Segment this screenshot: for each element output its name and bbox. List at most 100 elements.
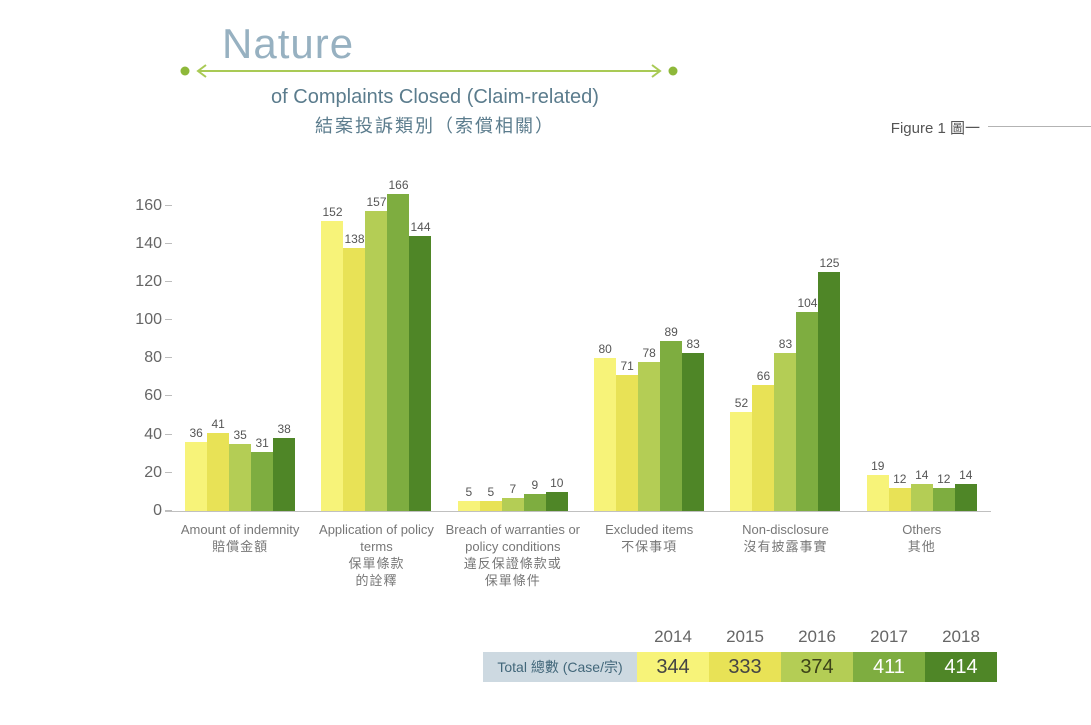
total-year-2015: 2015: [726, 627, 764, 646]
bar-value-label: 5: [465, 485, 473, 499]
figure-rule: [988, 126, 1091, 127]
bar-2016: [774, 353, 797, 511]
bar-column: 83: [774, 337, 797, 511]
category-label-en: Amount of indemnity: [180, 522, 300, 537]
y-tick-label: 40: [144, 425, 162, 443]
bar-value-label: 31: [255, 436, 269, 450]
bar-2018: [682, 353, 705, 511]
bar-value-label: 12: [937, 472, 951, 486]
bar-value-label: 71: [620, 359, 634, 373]
bar-2018: [545, 492, 568, 511]
bar-column: 12: [888, 472, 911, 511]
category-label: Excluded items 不保事項: [578, 521, 720, 555]
bar-value-label: 83: [778, 337, 793, 351]
bar-2016: [910, 484, 933, 511]
bar-2017: [251, 452, 274, 511]
bar-value-label: 125: [819, 256, 840, 270]
category-label: Non-disclosure 沒有披露事實: [714, 521, 856, 555]
total-cell-2015: 333: [709, 652, 781, 682]
bar-column: 104: [796, 296, 819, 511]
bar-value-label: 66: [756, 369, 771, 383]
total-year-2017: 2017: [870, 627, 908, 646]
bar-group-1: 36 41 35 31 38 Amount of indemnity 賠償金額: [172, 175, 308, 589]
bar-value-label: 152: [322, 205, 343, 219]
bar-2015: [207, 433, 230, 511]
totals-table: 2014 2015 2016 2017 2018 Total 總數 (Case/…: [483, 627, 997, 682]
bar-column: 66: [752, 369, 775, 511]
bar-value-label: 41: [211, 417, 225, 431]
category-label-en: Others: [902, 522, 942, 537]
bar-column: 38: [273, 422, 296, 511]
bar-column: 5: [479, 485, 502, 511]
bar-value-label: 35: [233, 428, 247, 442]
bar-column: 14: [910, 468, 933, 511]
bar-column: 152: [321, 205, 344, 511]
bar-column: 31: [251, 436, 274, 511]
y-tick-label: 160: [135, 196, 162, 214]
total-year-2016: 2016: [798, 627, 836, 646]
bar-2014: [866, 475, 889, 511]
y-tick-mark: [165, 319, 172, 321]
bar-2017: [523, 494, 546, 511]
y-tick-label: 80: [144, 349, 162, 367]
bar-2018: [273, 438, 296, 511]
bar-value-label: 138: [344, 232, 365, 246]
bar-group-4: 80 71 78 89 83 Excluded items 不保事項: [581, 175, 717, 589]
bar-column: 89: [660, 325, 683, 511]
bar-column: 19: [866, 459, 889, 511]
y-tick-mark: [165, 433, 172, 435]
category-label-en: Excluded items: [605, 522, 694, 537]
arrow-decoration: [180, 64, 678, 78]
bar-value-label: 166: [388, 178, 409, 192]
bar-column: 138: [343, 232, 366, 511]
bar-value-label: 80: [598, 342, 612, 356]
figure-label: Figure 1 圖一: [890, 120, 980, 137]
totals-label: Total 總數 (Case/宗): [483, 652, 637, 682]
total-year-2018: 2018: [942, 627, 980, 646]
y-tick-mark: [165, 357, 172, 359]
bar-value-label: 14: [915, 468, 929, 482]
bar-value-label: 144: [410, 220, 431, 234]
bar-column: 71: [616, 359, 639, 511]
category-label: Others 其他: [851, 521, 993, 555]
bar-2016: [229, 444, 252, 511]
bar-column: 78: [638, 346, 661, 511]
total-cell-2018: 414: [925, 652, 997, 682]
total-cell-2017: 411: [853, 652, 925, 682]
total-year-2014: 2014: [654, 627, 692, 646]
bar-group-5: 52 66 83 104 125 Non-disclosure 沒有披露事實: [717, 175, 853, 589]
bar-value-label: 104: [797, 296, 818, 310]
bar-column: 9: [523, 478, 546, 511]
bar-2014: [321, 221, 344, 511]
category-label: Breach of warranties or policy condition…: [442, 521, 584, 589]
bar-value-label: 14: [959, 468, 973, 482]
bar-column: 166: [387, 178, 410, 511]
category-label: Application of policy terms 保單條款 的詮釋: [305, 521, 447, 589]
bar-2015: [343, 248, 366, 511]
bar-column: 36: [185, 426, 208, 511]
bar-group-2: 152 138 157 166 144 Application of policy ter…: [308, 175, 444, 589]
bar-value-label: 78: [642, 346, 656, 360]
bar-column: 52: [730, 396, 753, 511]
y-tick-label: 20: [144, 463, 162, 481]
bar-2015: [616, 375, 639, 511]
y-tick-label: 60: [144, 387, 162, 405]
bar-value-label: 5: [487, 485, 495, 499]
bar-groups: 36 41 35 31 38 Amount of indemnity 賠償金額 152 138 1…: [172, 175, 990, 589]
bar-2015: [888, 488, 911, 511]
bar-value-label: 19: [871, 459, 885, 473]
bar-2018: [954, 484, 977, 511]
bar-2015: [752, 385, 775, 511]
bar-column: 144: [409, 220, 432, 511]
y-axis: 0 20 40 60 80 100 120 140 160: [100, 175, 172, 519]
bar-2014: [594, 358, 617, 511]
bar-2017: [796, 312, 819, 511]
category-label-en: Breach of warranties or policy condition…: [445, 522, 581, 554]
bar-column: 10: [545, 476, 568, 511]
bar-value-label: 89: [664, 325, 678, 339]
bar-2018: [818, 272, 841, 511]
bar-2014: [185, 442, 208, 511]
bar-column: 14: [954, 468, 977, 511]
bar-2016: [501, 498, 524, 511]
